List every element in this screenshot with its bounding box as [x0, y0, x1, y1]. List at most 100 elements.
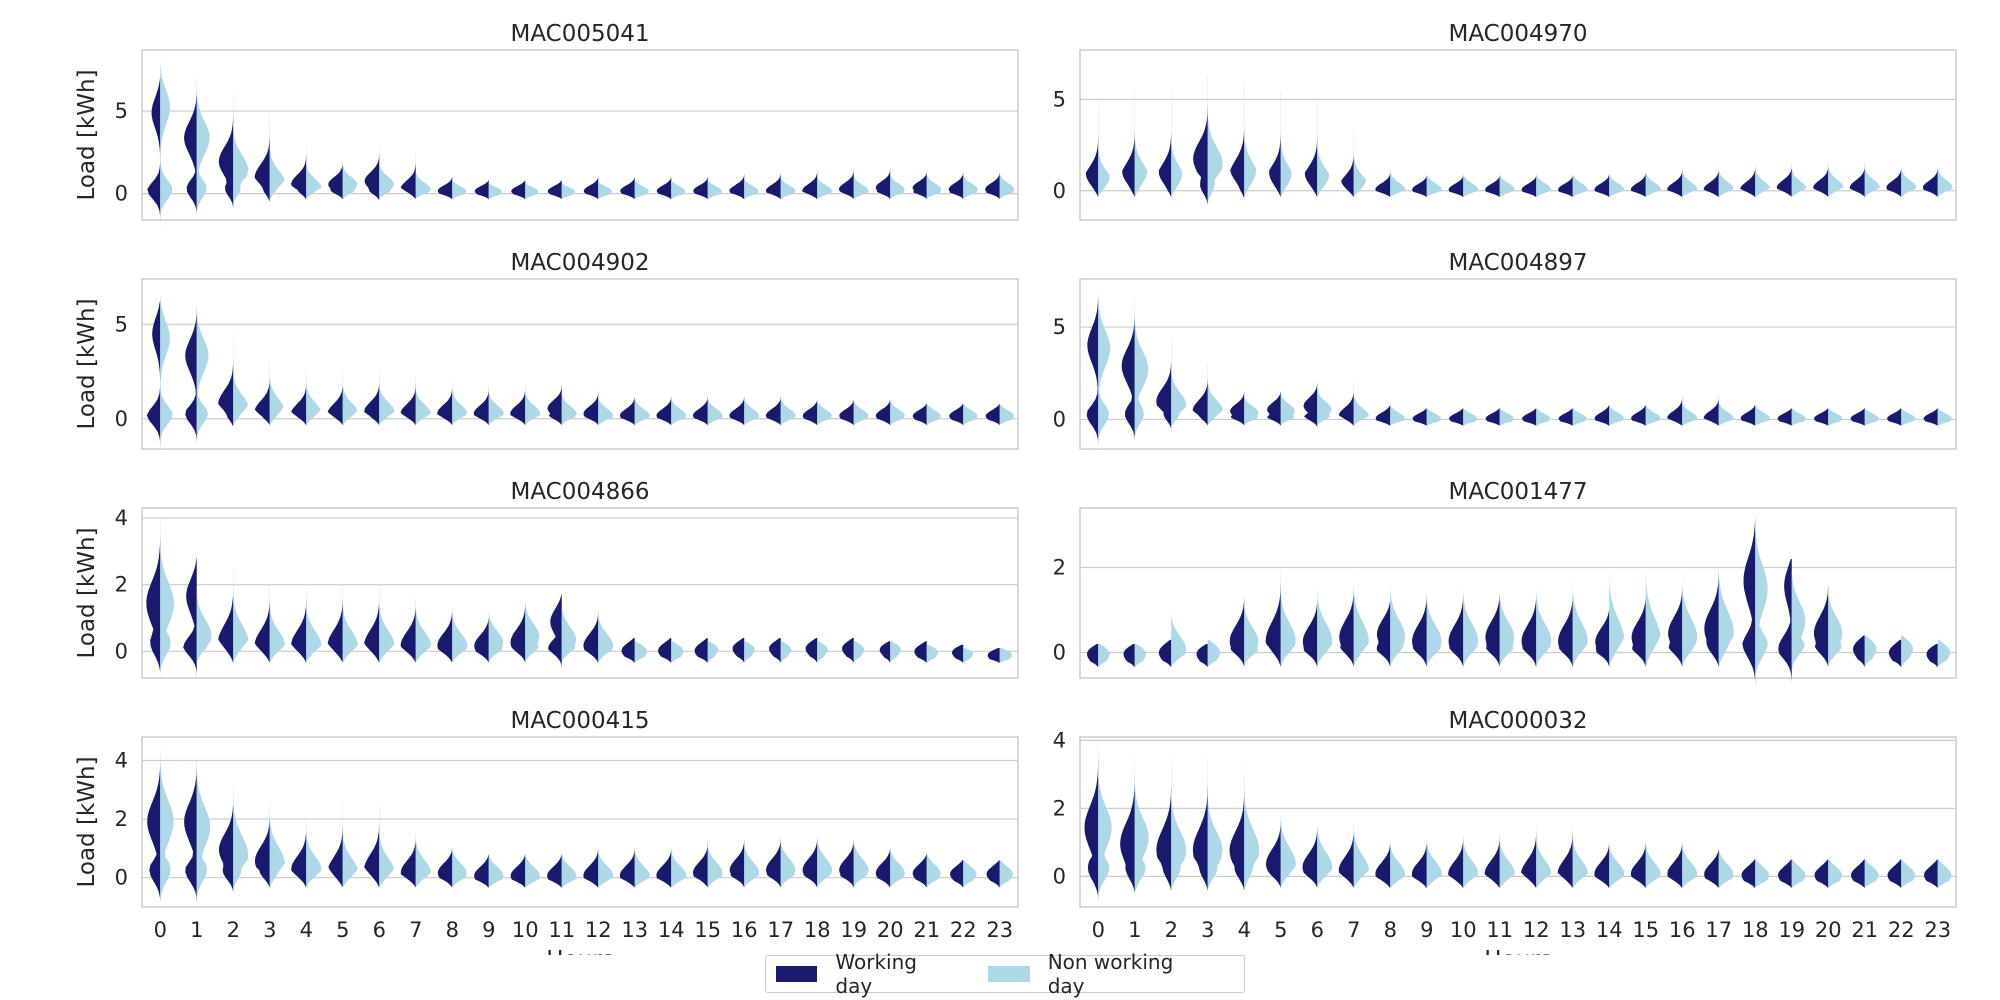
panel-4-violin-nonworking-2: [233, 568, 249, 663]
panel-7-xtick-9: 9: [1420, 918, 1433, 942]
panel-1-violin-working-2: [1158, 90, 1172, 198]
panel-3-violin-working-2: [1156, 336, 1172, 429]
panel-4-violin-nonworking-20: [890, 641, 901, 663]
panel-2-violin-nonworking-10: [525, 384, 541, 426]
panel-6-violin-nonworking-22: [963, 860, 977, 888]
panel-6-violin-nonworking-15: [707, 842, 723, 888]
panel-4-violin-nonworking-5: [342, 591, 358, 663]
panel-4-frame: [141, 507, 1019, 679]
panel-2-violin-working-20: [875, 399, 891, 426]
panel-4-violin-working-15: [694, 638, 708, 663]
panel-1-violin-nonworking-11: [1499, 172, 1515, 198]
panel-0-violin-working-3: [254, 106, 270, 202]
panel-6-violin-nonworking-4: [306, 819, 322, 888]
panel-4-violin-nonworking-15: [707, 641, 719, 663]
panel-1-violin-nonworking-3: [1207, 71, 1223, 204]
panel-6-violin-working-23: [986, 860, 1000, 888]
panel-7-xtick-11: 11: [1486, 918, 1513, 942]
panel-5-violin-nonworking-21: [1864, 635, 1877, 668]
legend: Working day Non working day: [765, 950, 1245, 998]
panel-5-violin-working-8: [1376, 601, 1391, 668]
panel-1-violin-working-22: [1886, 166, 1902, 198]
panel-7-violin-nonworking-3: [1207, 774, 1223, 892]
panel-6-ytick-2: 4: [115, 748, 128, 772]
panel-5-violin-working-21: [1853, 635, 1865, 668]
panel-6-xtick-19: 19: [840, 918, 867, 942]
panel-7-xtick-17: 17: [1705, 918, 1732, 942]
panel-0-violin-working-23: [985, 172, 1000, 200]
panel-7-xtick-22: 22: [1888, 918, 1915, 942]
panel-2-violin-working-0: [146, 301, 161, 454]
panel-2-violin-nonworking-17: [780, 396, 796, 426]
panel-7-violin-working-3: [1192, 757, 1208, 892]
panel-7-xtick-13: 13: [1559, 918, 1586, 942]
panel-1-violin-nonworking-13: [1572, 172, 1588, 198]
panel-2-violin-working-12: [583, 390, 599, 426]
panel-5-violin-nonworking-1: [1134, 644, 1146, 668]
panel-7-violin-working-19: [1778, 859, 1792, 889]
panel-0-violin-working-11: [547, 180, 562, 200]
panel-1-violin-nonworking-10: [1463, 172, 1479, 198]
legend-label-working: Working day: [835, 950, 917, 998]
panel-5-ytick-1: 2: [1053, 556, 1066, 580]
panel-1-violin-working-11: [1485, 176, 1500, 198]
panel-4-violin-working-10: [510, 601, 526, 663]
legend-swatch-nonworking: [988, 966, 1030, 982]
panel-2-violin-working-13: [620, 396, 635, 426]
panel-1-violin-nonworking-15: [1645, 168, 1661, 198]
panel-3-violin-nonworking-23: [1937, 408, 1952, 426]
panel-4-violin-nonworking-1: [196, 578, 212, 663]
panel-2-violin-working-3: [254, 362, 270, 426]
panel-0-violin-nonworking-10: [525, 183, 539, 200]
panel-5-violin-nonworking-17: [1718, 546, 1734, 668]
panel-4-violin-nonworking-18: [817, 641, 828, 663]
panel-4-violin-nonworking-19: [853, 641, 865, 663]
panel-3-violin-working-10: [1449, 408, 1464, 426]
panel-3-violin-nonworking-10: [1463, 408, 1478, 426]
panel-3-violin-working-20: [1814, 408, 1829, 426]
panel-7-violin-working-15: [1630, 842, 1646, 889]
panel-7-ytick-1: 2: [1053, 796, 1066, 820]
panel-4-ylabel: Load [kWh]: [74, 527, 100, 658]
panel-2-violin-nonworking-13: [634, 396, 650, 426]
panel-6-xtick-16: 16: [731, 918, 758, 942]
panel-5-violin-nonworking-16: [1682, 571, 1698, 668]
panel-6-frame: [141, 736, 1019, 908]
panel-5-violin-nonworking-15: [1645, 537, 1661, 668]
panel-2-violin-working-9: [473, 384, 489, 426]
panel-7-xlabel: Hours: [1484, 947, 1551, 955]
panel-4-violin-working-1: [183, 558, 197, 678]
panel-7-violin-working-22: [1887, 859, 1902, 889]
panel-7-violin-nonworking-10: [1463, 832, 1479, 889]
panel-5-violin-working-14: [1595, 610, 1610, 668]
panel-2-violin-working-11: [547, 384, 562, 426]
panel-6-violin-working-14: [656, 848, 672, 888]
panel-0-violin-working-9: [474, 180, 489, 200]
panel-7-violin-working-14: [1594, 842, 1610, 889]
panel-6-violin-working-2: [219, 789, 234, 893]
panel-4-violin-working-16: [732, 638, 745, 663]
panel-6-xtick-9: 9: [482, 918, 495, 942]
panel-2-violin-working-23: [985, 403, 1000, 426]
panel-2-ytick-0: 0: [115, 407, 128, 431]
panel-5-violin-nonworking-5: [1280, 580, 1296, 668]
panel-3-violin-nonworking-19: [1791, 408, 1806, 426]
panel-7-violin-nonworking-14: [1609, 842, 1625, 889]
panel-5-violin-working-7: [1339, 588, 1354, 668]
panel-7-violin-working-13: [1557, 825, 1573, 889]
legend-swatch-working: [776, 966, 818, 982]
panel-1-violin-working-19: [1776, 163, 1792, 198]
panel-7-violin-nonworking-20: [1828, 859, 1842, 889]
panel-1-violin-working-23: [1922, 166, 1938, 198]
panel-2-violin-working-16: [729, 396, 745, 426]
panel-4-violin-working-23: [987, 648, 1000, 663]
panel-2-violin-working-7: [400, 375, 416, 426]
panel-4-violin-nonworking-8: [452, 608, 468, 663]
panel-0-violin-working-0: [147, 78, 161, 227]
panel-0-violin-working-20: [875, 168, 891, 200]
panel-0-violin-working-7: [400, 152, 416, 200]
panel-2-frame: [141, 278, 1019, 450]
panel-3-violin-nonworking-11: [1499, 408, 1514, 426]
panel-2-violin-nonworking-9: [488, 384, 504, 426]
panel-1-violin-working-5: [1269, 90, 1281, 198]
